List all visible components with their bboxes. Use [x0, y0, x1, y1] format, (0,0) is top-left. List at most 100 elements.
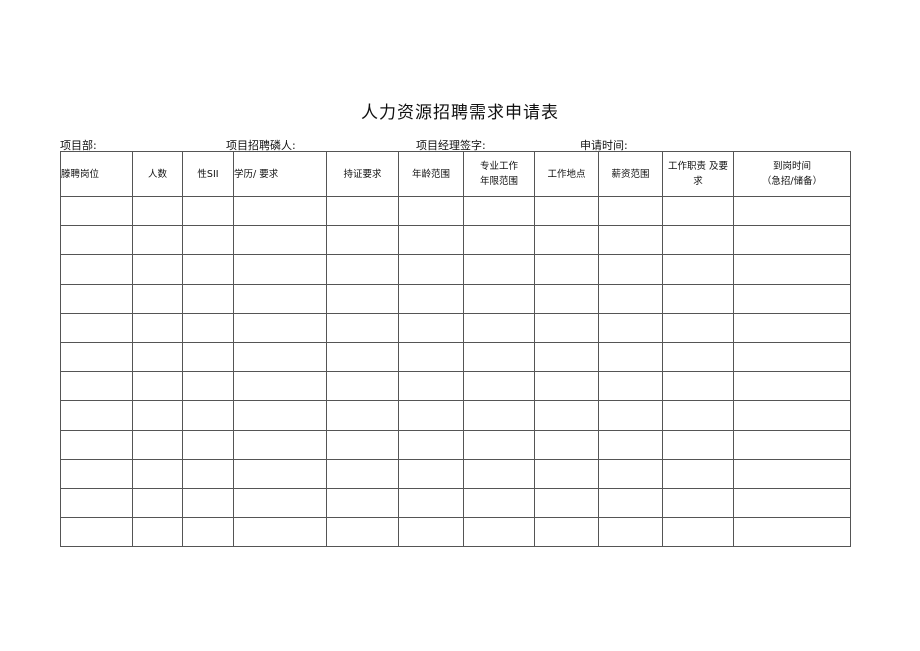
table-cell[interactable] [398, 429, 464, 460]
table-cell[interactable] [733, 283, 851, 314]
table-cell[interactable] [733, 371, 851, 402]
table-cell[interactable] [598, 429, 663, 460]
table-cell[interactable] [534, 195, 599, 227]
table-cell[interactable] [534, 458, 599, 489]
table-cell[interactable] [182, 429, 234, 460]
table-cell[interactable] [463, 458, 535, 489]
table-cell[interactable] [326, 371, 399, 402]
table-cell[interactable] [398, 195, 464, 227]
table-cell[interactable] [60, 371, 133, 402]
table-cell[interactable] [534, 371, 599, 402]
table-cell[interactable] [326, 254, 399, 285]
table-cell[interactable] [326, 517, 399, 548]
table-cell[interactable] [398, 400, 464, 431]
table-cell[interactable] [326, 312, 399, 343]
table-cell[interactable] [132, 487, 183, 519]
table-cell[interactable] [132, 517, 183, 548]
table-cell[interactable] [60, 429, 133, 460]
table-cell[interactable] [598, 487, 663, 519]
table-cell[interactable] [233, 225, 327, 256]
table-cell[interactable] [463, 283, 535, 314]
table-cell[interactable] [60, 400, 133, 431]
table-cell[interactable] [463, 371, 535, 402]
table-cell[interactable] [326, 429, 399, 460]
table-cell[interactable] [463, 254, 535, 285]
table-cell[interactable] [733, 195, 851, 227]
table-cell[interactable] [132, 371, 183, 402]
table-cell[interactable] [326, 400, 399, 431]
table-cell[interactable] [534, 487, 599, 519]
table-cell[interactable] [598, 195, 663, 227]
table-cell[interactable] [733, 429, 851, 460]
table-cell[interactable] [182, 195, 234, 227]
table-cell[interactable] [182, 517, 234, 548]
table-cell[interactable] [182, 371, 234, 402]
table-cell[interactable] [233, 487, 327, 519]
table-cell[interactable] [733, 225, 851, 256]
table-cell[interactable] [233, 283, 327, 314]
table-cell[interactable] [534, 254, 599, 285]
table-cell[interactable] [132, 429, 183, 460]
table-cell[interactable] [662, 487, 734, 519]
table-cell[interactable] [398, 487, 464, 519]
table-cell[interactable] [662, 225, 734, 256]
table-cell[interactable] [182, 225, 234, 256]
table-cell[interactable] [598, 225, 663, 256]
table-cell[interactable] [132, 341, 183, 373]
table-cell[interactable] [60, 195, 133, 227]
table-cell[interactable] [398, 458, 464, 489]
table-cell[interactable] [326, 458, 399, 489]
table-cell[interactable] [326, 341, 399, 373]
table-cell[interactable] [463, 487, 535, 519]
table-cell[interactable] [60, 458, 133, 489]
table-cell[interactable] [733, 400, 851, 431]
table-cell[interactable] [233, 254, 327, 285]
table-cell[interactable] [398, 254, 464, 285]
table-cell[interactable] [463, 400, 535, 431]
table-cell[interactable] [132, 283, 183, 314]
table-cell[interactable] [182, 341, 234, 373]
table-cell[interactable] [662, 312, 734, 343]
table-cell[interactable] [733, 458, 851, 489]
table-cell[interactable] [233, 517, 327, 548]
table-cell[interactable] [326, 225, 399, 256]
table-cell[interactable] [60, 517, 133, 548]
table-cell[interactable] [534, 283, 599, 314]
table-cell[interactable] [534, 341, 599, 373]
table-cell[interactable] [598, 371, 663, 402]
table-cell[interactable] [233, 195, 327, 227]
table-cell[interactable] [233, 312, 327, 343]
table-cell[interactable] [182, 487, 234, 519]
table-cell[interactable] [598, 312, 663, 343]
table-cell[interactable] [60, 225, 133, 256]
table-cell[interactable] [598, 458, 663, 489]
table-cell[interactable] [182, 458, 234, 489]
table-cell[interactable] [398, 371, 464, 402]
table-cell[interactable] [60, 487, 133, 519]
table-cell[interactable] [60, 254, 133, 285]
table-cell[interactable] [598, 283, 663, 314]
table-cell[interactable] [534, 400, 599, 431]
table-cell[interactable] [132, 195, 183, 227]
table-cell[interactable] [662, 517, 734, 548]
table-cell[interactable] [182, 283, 234, 314]
table-cell[interactable] [733, 254, 851, 285]
table-cell[interactable] [132, 458, 183, 489]
table-cell[interactable] [233, 341, 327, 373]
table-cell[interactable] [598, 254, 663, 285]
table-cell[interactable] [662, 341, 734, 373]
table-cell[interactable] [398, 225, 464, 256]
table-cell[interactable] [662, 429, 734, 460]
table-cell[interactable] [233, 400, 327, 431]
table-cell[interactable] [662, 458, 734, 489]
table-cell[interactable] [534, 517, 599, 548]
table-cell[interactable] [398, 517, 464, 548]
table-cell[interactable] [182, 254, 234, 285]
table-cell[interactable] [534, 225, 599, 256]
table-cell[interactable] [662, 254, 734, 285]
table-cell[interactable] [398, 312, 464, 343]
table-cell[interactable] [662, 371, 734, 402]
table-cell[interactable] [233, 458, 327, 489]
table-cell[interactable] [132, 400, 183, 431]
table-cell[interactable] [598, 341, 663, 373]
